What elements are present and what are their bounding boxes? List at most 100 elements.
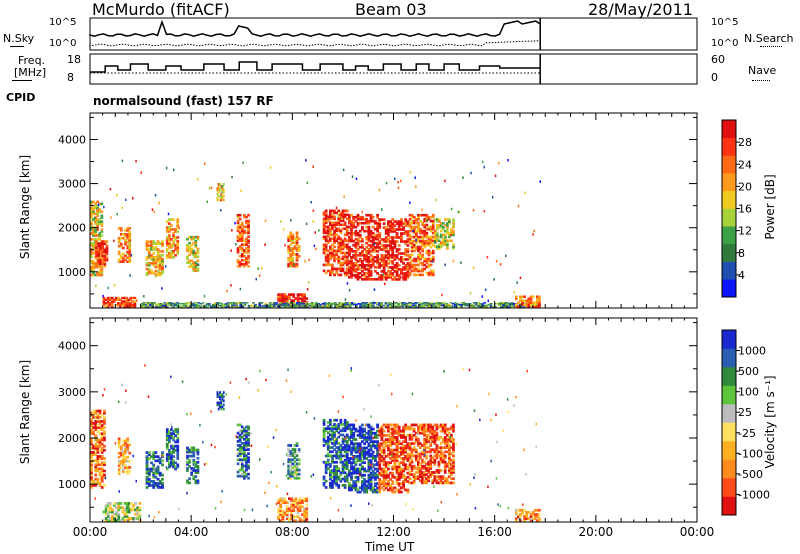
velocity-echo-cell <box>352 446 356 450</box>
power-echo-cell <box>288 303 291 306</box>
velocity-echo-cell <box>367 431 371 435</box>
velocity-echo-cell <box>441 423 445 427</box>
power-echo-cell <box>125 300 128 303</box>
power-echo-cell <box>149 305 152 308</box>
power-echo-cell <box>365 302 369 304</box>
velocity-echo-cell <box>450 458 453 462</box>
power-echo-cell <box>422 304 426 307</box>
velocity-echo-cell <box>288 519 291 522</box>
velocity-echo-cell <box>176 451 180 454</box>
power-echo-cell <box>415 219 418 223</box>
power-echo-cell <box>90 210 93 214</box>
velocity-echo-cell <box>243 448 246 451</box>
power-echo-cell <box>333 253 336 257</box>
velocity-echo-cell <box>367 484 371 488</box>
power-echo-cell <box>144 306 148 308</box>
power-echo-cell <box>369 244 373 247</box>
power-echo-cell <box>100 269 104 273</box>
velocity-echo-cell <box>395 482 399 485</box>
power-echo-cell <box>122 258 125 262</box>
velocity-echo-cell <box>374 478 377 481</box>
velocity-echo-cell <box>382 480 386 483</box>
velocity-echo-cell <box>369 438 373 441</box>
power-echo-cell <box>442 226 445 229</box>
power-echo-cell <box>410 247 414 251</box>
velocity-echo-cell <box>395 467 399 471</box>
power-echo-cell <box>205 303 209 305</box>
power-echo-cell <box>322 227 326 231</box>
power-echo-cell <box>374 227 377 231</box>
power-echo-cell <box>382 262 386 265</box>
power-echo-cell <box>412 269 416 273</box>
power-noise-cell <box>230 284 232 287</box>
velocity-echo-cell <box>147 480 151 483</box>
velocity-echo-cell <box>433 462 437 466</box>
power-echo-cell <box>354 264 358 267</box>
power-echo-cell <box>410 263 414 267</box>
velocity-echo-cell <box>439 477 443 480</box>
power-echo-cell <box>243 215 246 219</box>
power-echo-cell <box>222 198 225 202</box>
power-echo-cell <box>195 304 198 307</box>
velocity-echo-cell <box>387 473 390 477</box>
power-echo-cell <box>226 305 230 308</box>
power-echo-cell <box>454 305 457 308</box>
nsearch-line <box>89 40 541 47</box>
power-echo-cell <box>353 303 356 305</box>
power-echo-cell <box>538 301 541 304</box>
velocity-echo-cell <box>290 513 293 516</box>
power-echo-cell <box>238 227 242 231</box>
velocity-echo-cell <box>324 460 328 464</box>
velocity-echo-cell <box>345 458 349 462</box>
power-echo-cell <box>438 218 441 221</box>
power-echo-cell <box>466 304 470 307</box>
velocity-echo-cell <box>322 429 326 433</box>
power-echo-cell <box>397 264 401 267</box>
power-noise-cell <box>337 215 339 218</box>
velocity-echo-cell <box>423 427 426 431</box>
velocity-echo-cell <box>374 434 377 437</box>
velocity-echo-cell <box>427 440 430 443</box>
power-echo-cell <box>417 257 420 261</box>
velocity-echo-cell <box>393 429 397 433</box>
power-echo-cell <box>363 268 366 271</box>
velocity-echo-cell <box>384 455 388 458</box>
power-echo-cell <box>221 188 224 192</box>
velocity-echo-cell <box>374 473 377 477</box>
velocity-echo-cell <box>174 440 177 444</box>
velocity-echo-cell <box>335 484 338 487</box>
power-echo-cell <box>452 229 455 233</box>
velocity-echo-cell <box>376 463 379 467</box>
power-echo-cell <box>168 236 171 239</box>
velocity-echo-cell <box>335 439 338 443</box>
power-echo-cell <box>391 238 395 241</box>
velocity-echo-cell <box>294 519 298 522</box>
velocity-echo-cell <box>324 465 328 468</box>
power-echo-cell <box>247 304 251 307</box>
velocity-echo-cell <box>247 456 250 460</box>
power-echo-cell <box>421 249 424 253</box>
power-noise-cell <box>469 291 472 295</box>
velocity-echo-cell <box>425 454 428 458</box>
velocity-echo-cell <box>122 462 125 465</box>
nsky-line <box>89 19 541 37</box>
power-echo-cell <box>352 221 356 225</box>
power-echo-cell <box>408 237 412 241</box>
power-echo-cell <box>224 303 228 306</box>
power-echo-cell <box>292 303 295 306</box>
power-echo-cell <box>378 276 382 279</box>
power-noise-cell <box>495 259 498 263</box>
velocity-echo-cell <box>350 473 353 477</box>
power-echo-cell <box>236 229 240 233</box>
power-echo-cell <box>363 266 366 269</box>
power-echo-cell <box>176 240 180 243</box>
velocity-echo-cell <box>356 457 360 460</box>
power-echo-cell <box>354 250 358 253</box>
power-echo-cell <box>348 302 352 304</box>
velocity-echo-cell <box>170 453 173 456</box>
velocity-echo-cell <box>443 469 447 472</box>
velocity-echo-cell <box>345 421 349 424</box>
power-echo-cell <box>356 217 360 221</box>
velocity-echo-cell <box>445 433 449 437</box>
power-noise-cell <box>318 229 320 232</box>
